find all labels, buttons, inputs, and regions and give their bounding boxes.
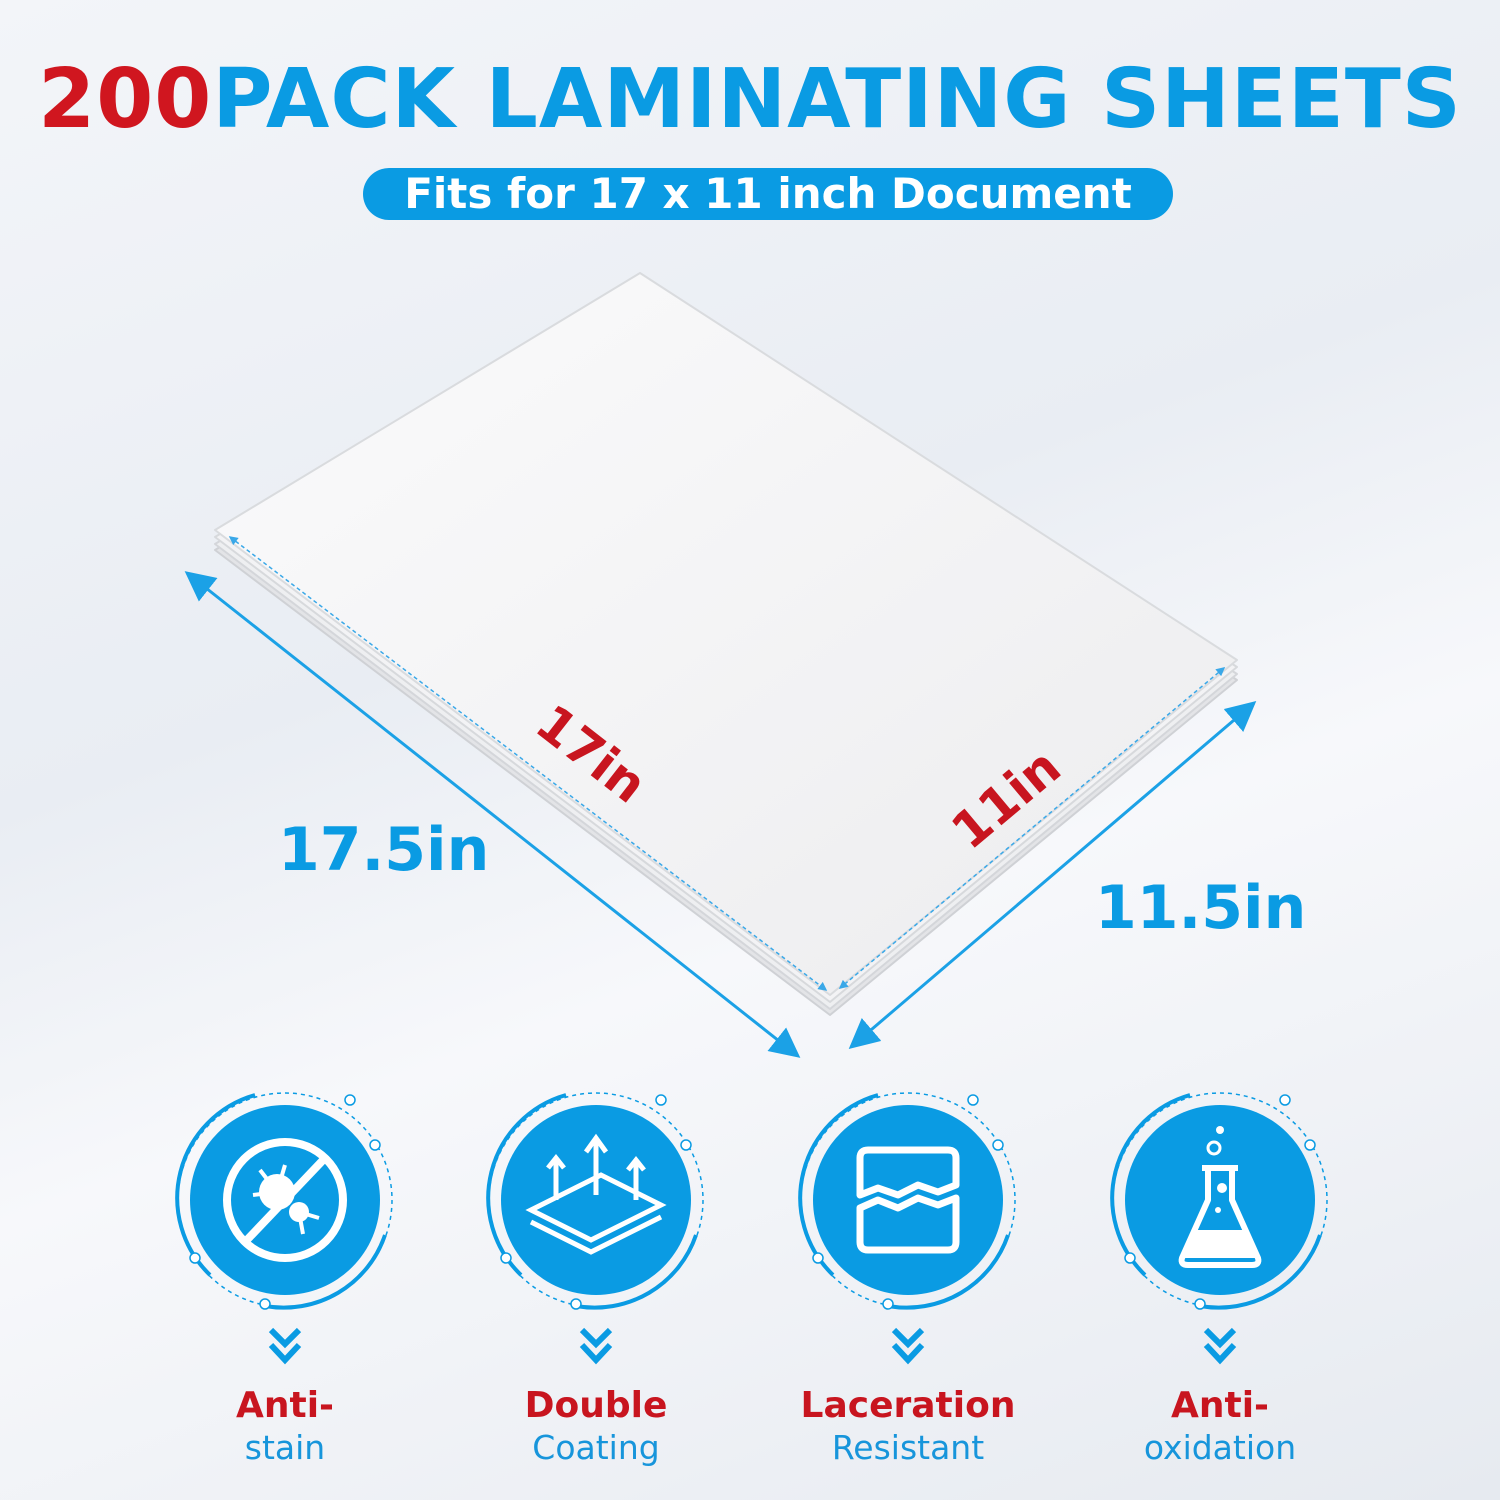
feature-title: Double bbox=[524, 1385, 668, 1426]
page-title: 200PACK LAMINATING SHEETS bbox=[0, 52, 1500, 147]
feature-subtitle: oxidation bbox=[1143, 1428, 1297, 1467]
feature-double-coating: Double Coating bbox=[446, 1385, 746, 1469]
title-count: 200 bbox=[38, 52, 213, 147]
layers-arrows-icon bbox=[488, 1093, 703, 1360]
feature-anti-stain: Anti-stain bbox=[135, 1385, 435, 1469]
feature-title: Anti- bbox=[236, 1385, 334, 1426]
feature-subtitle: stain bbox=[244, 1428, 326, 1467]
feature-subtitle: Resistant bbox=[831, 1428, 985, 1467]
feature-title: Laceration bbox=[800, 1385, 1016, 1426]
title-text: PACK LAMINATING SHEETS bbox=[212, 52, 1462, 147]
subtitle-banner: Fits for 17 x 11 inch Document bbox=[363, 168, 1173, 220]
no-germ-icon bbox=[177, 1093, 392, 1360]
feature-title: Anti- bbox=[1171, 1385, 1269, 1426]
feature-subtitle: Coating bbox=[532, 1428, 660, 1467]
feature-anti-oxidation: Anti-oxidation bbox=[1070, 1385, 1370, 1469]
outer-width-arrow bbox=[848, 701, 1257, 1049]
torn-sheet-icon bbox=[800, 1093, 1015, 1360]
outer-length-label: 17.5in bbox=[278, 815, 490, 885]
flask-icon bbox=[1112, 1093, 1327, 1360]
feature-laceration-resistant: Laceration Resistant bbox=[758, 1385, 1058, 1469]
outer-width-label: 11.5in bbox=[1095, 873, 1307, 943]
outer-length-arrow bbox=[184, 571, 801, 1058]
